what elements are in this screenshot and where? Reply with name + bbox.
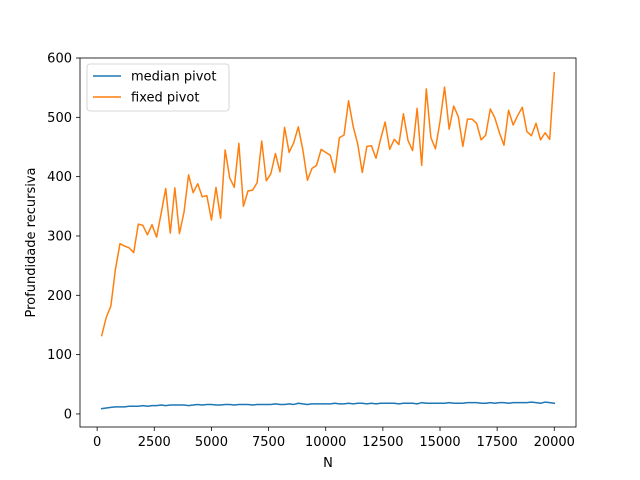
x-axis-ticks: 0 2500 5000 7500 10000 12500 15000 17500 20000 [93, 427, 575, 450]
y-tick-label: 500 [47, 111, 72, 126]
legend-box [86, 63, 230, 112]
y-tick-label: 400 [47, 170, 72, 185]
x-tick-label: 7500 [252, 435, 285, 450]
x-tick-label: 0 [93, 435, 101, 450]
x-axis-label: N [323, 456, 333, 471]
y-tick-label: 100 [47, 348, 72, 363]
series-line-fixed-pivot [100, 72, 556, 337]
legend-label: fixed pivot [131, 91, 199, 106]
x-tick-label: 10000 [305, 435, 346, 450]
y-tick-label: 600 [47, 52, 72, 67]
x-tick-label: 12500 [362, 435, 403, 450]
plot-area-background [80, 58, 576, 427]
legend-label: median pivot [131, 70, 216, 85]
series-layer [100, 72, 556, 410]
x-tick-label: 5000 [195, 435, 228, 450]
x-tick-label: 20000 [534, 435, 575, 450]
y-axis-ticks: 0 100 200 300 400 500 600 [47, 52, 80, 422]
x-tick-label: 15000 [419, 435, 460, 450]
y-tick-label: 0 [64, 407, 72, 422]
x-tick-label: 17500 [476, 435, 517, 450]
y-tick-label: 200 [47, 289, 72, 304]
legend: median pivot fixed pivot [86, 63, 230, 112]
series-line-median-pivot [100, 401, 556, 410]
plot-area-frame [79, 57, 577, 428]
y-axis-label: Profundidade recursiva [24, 168, 39, 318]
x-tick-label: 2500 [138, 435, 171, 450]
y-tick-label: 300 [47, 229, 72, 244]
